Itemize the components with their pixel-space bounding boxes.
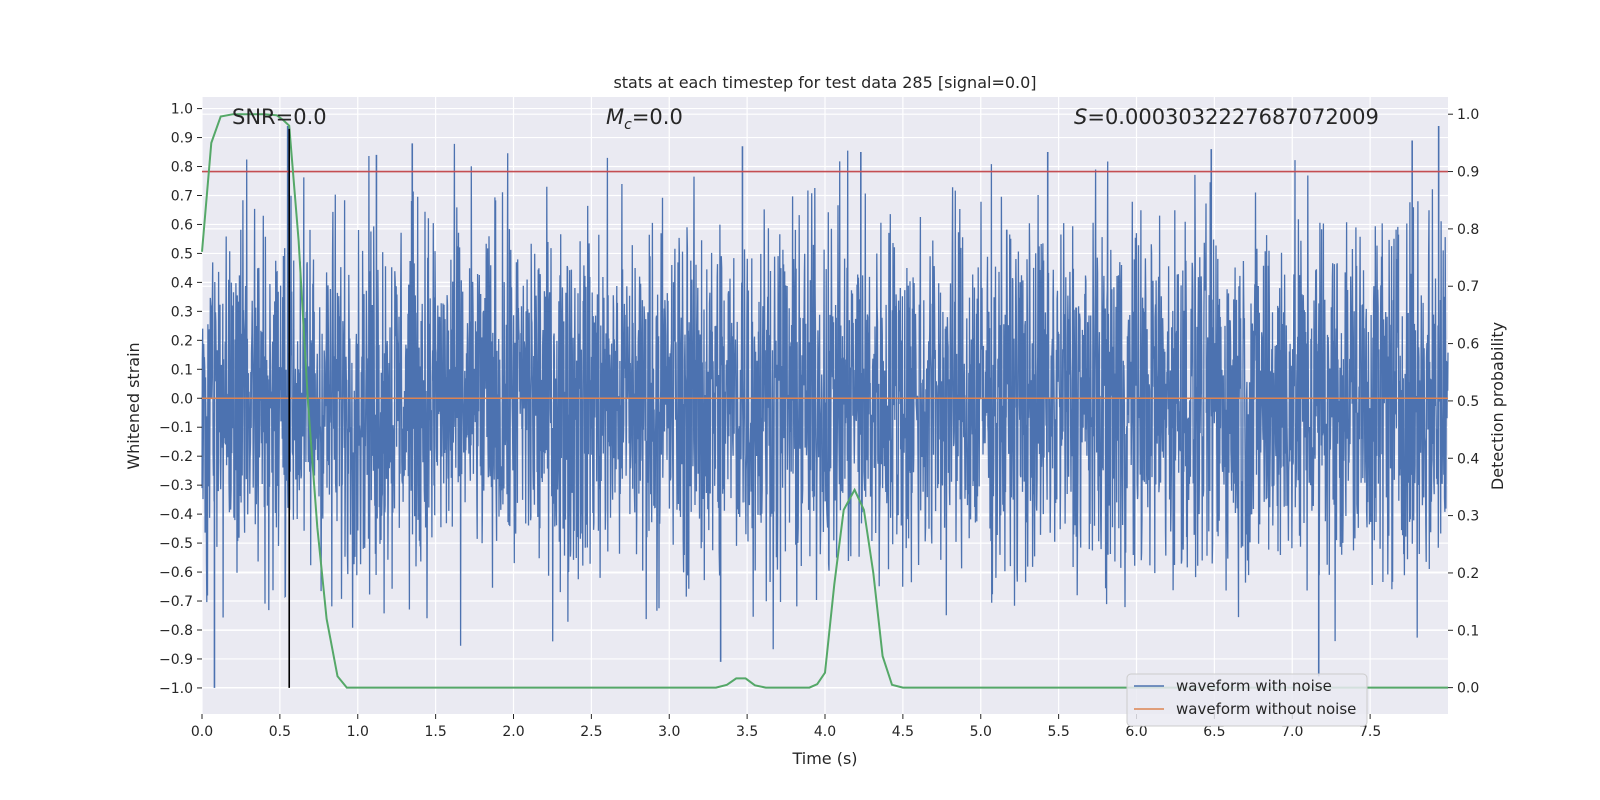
x-tick-label: 2.5: [580, 724, 602, 740]
s-symbol: S: [1074, 105, 1087, 129]
mc-value: =0.0: [632, 105, 683, 129]
y-tick-label: 0.6: [171, 217, 193, 233]
legend: waveform with noise waveform without noi…: [1126, 673, 1368, 727]
y-tick-label: 0.9: [171, 131, 193, 147]
x-tick-label: 4.5: [892, 724, 914, 740]
y-tick-label: 0.7: [171, 188, 193, 204]
mc-symbol: M: [606, 105, 624, 129]
x-tick-label: 1.5: [424, 724, 446, 740]
y-tick-label: −0.9: [159, 652, 193, 668]
y2-tick-label: 0.3: [1457, 509, 1479, 525]
x-tick-label: 0.5: [269, 724, 291, 740]
y2-tick-label: 0.4: [1457, 451, 1479, 467]
s-value: =0.0003032227687072009: [1087, 105, 1379, 129]
y-tick-label: 1.0: [171, 102, 193, 118]
legend-label-noise: waveform with noise: [1176, 677, 1332, 695]
y-tick-label: 0.4: [171, 275, 193, 291]
y-tick-label: −1.0: [159, 681, 193, 697]
series-waveform-with-noise: [201, 125, 1449, 688]
y-tick-label: −0.6: [159, 565, 193, 581]
y-tick-label: 0.3: [171, 304, 193, 320]
y-tick-label: −0.1: [159, 420, 193, 436]
y-tick-label: 0.5: [171, 246, 193, 262]
y-tick-label: −0.5: [159, 536, 193, 552]
y2-axis-ticks: 1.0 0.9 0.8 0.7 0.6 0.5 0.4 0.3 0.2 0.1 0.0: [1448, 107, 1479, 697]
y2-tick-label: 0.6: [1457, 337, 1479, 353]
y2-tick-label: 0.0: [1457, 681, 1479, 697]
x-tick-label: 2.0: [502, 724, 524, 740]
x-tick-label: 7.5: [1359, 724, 1381, 740]
series-detection-probability: [201, 113, 1448, 689]
y-tick-label: −0.7: [159, 594, 193, 610]
chart-title: stats at each timestep for test data 285…: [613, 73, 1036, 92]
y-tick-label: −0.3: [159, 478, 193, 494]
legend-box: [1126, 673, 1368, 727]
y2-tick-label: 0.8: [1457, 222, 1479, 238]
y-tick-label: 0.2: [171, 333, 193, 349]
x-tick-label: 4.0: [814, 724, 836, 740]
y2-tick-label: 0.5: [1457, 394, 1479, 410]
x-tick-label: 5.5: [1047, 724, 1069, 740]
y-tick-label: −0.8: [159, 623, 193, 639]
x-tick-label: 0.0: [191, 724, 213, 740]
x-tick-label: 5.0: [970, 724, 992, 740]
y2-axis-label: Detection probability: [1488, 322, 1507, 490]
noise-trace: [201, 143, 1449, 650]
y2-tick-label: 0.9: [1457, 165, 1479, 181]
y2-tick-label: 1.0: [1457, 107, 1479, 123]
x-tick-label: 7.0: [1281, 724, 1303, 740]
x-axis-label: Time (s): [791, 749, 857, 768]
y-axis-ticks: 1.0 0.9 0.8 0.7 0.6 0.5 0.4 0.3 0.2 0.1 0.0 −0.1 −0.…: [159, 102, 202, 697]
x-tick-label: 3.5: [736, 724, 758, 740]
y2-tick-label: 0.7: [1457, 279, 1479, 295]
x-tick-label: 3.0: [658, 724, 680, 740]
y-tick-label: 0.1: [171, 362, 193, 378]
y2-tick-label: 0.2: [1457, 566, 1479, 582]
snr-annotation: SNR=0.0: [232, 105, 327, 129]
legend-label-clean: waveform without noise: [1176, 700, 1356, 718]
x-tick-label: 6.5: [1203, 724, 1225, 740]
y-tick-label: −0.2: [159, 449, 193, 465]
x-tick-label: 6.0: [1125, 724, 1147, 740]
y-tick-label: 0.0: [171, 391, 193, 407]
x-tick-label: 1.0: [347, 724, 369, 740]
y-tick-label: −0.4: [159, 507, 193, 523]
probability-trace: [201, 113, 1448, 689]
mc-annotation: Mc=0.0: [606, 105, 683, 133]
y2-tick-label: 0.1: [1457, 623, 1479, 639]
mc-subscript: c: [624, 117, 632, 133]
y-axis-label: Whitened strain: [124, 342, 143, 469]
s-annotation: S=0.0003032227687072009: [1074, 105, 1379, 129]
y-tick-label: 0.8: [171, 160, 193, 176]
